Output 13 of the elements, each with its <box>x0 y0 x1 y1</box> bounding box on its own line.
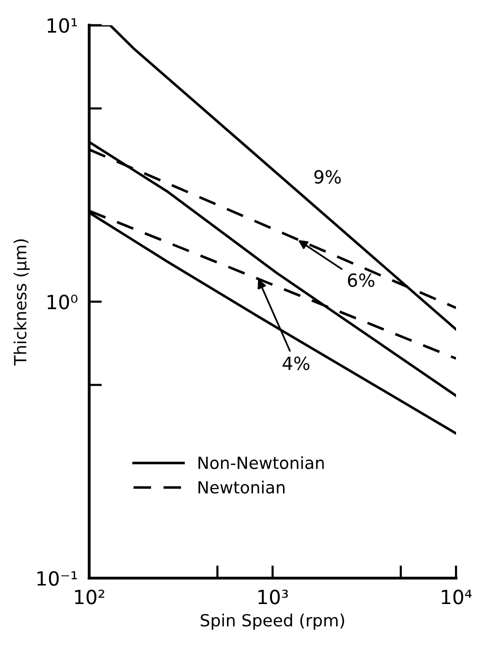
y-tick-label: 10⁰ <box>48 294 78 310</box>
y-tick-label: 10¹ <box>48 18 78 33</box>
annotation: 4% <box>282 356 310 370</box>
legend-label: Newtonian <box>198 480 285 494</box>
y-axis-title: Thickness (μm) <box>14 239 30 366</box>
annotation: 6% <box>348 273 374 288</box>
legend-label: Non-Newtonian <box>198 456 324 470</box>
x-tick-label: 10⁴ <box>442 590 472 604</box>
x-tick-label: 10³ <box>258 590 288 604</box>
y-tick-label: 10⁻¹ <box>37 571 78 586</box>
x-tick-label: 10² <box>75 590 104 604</box>
annotation: 9% <box>314 170 341 184</box>
x-axis-title: Spin Speed (rpm) <box>200 614 344 630</box>
